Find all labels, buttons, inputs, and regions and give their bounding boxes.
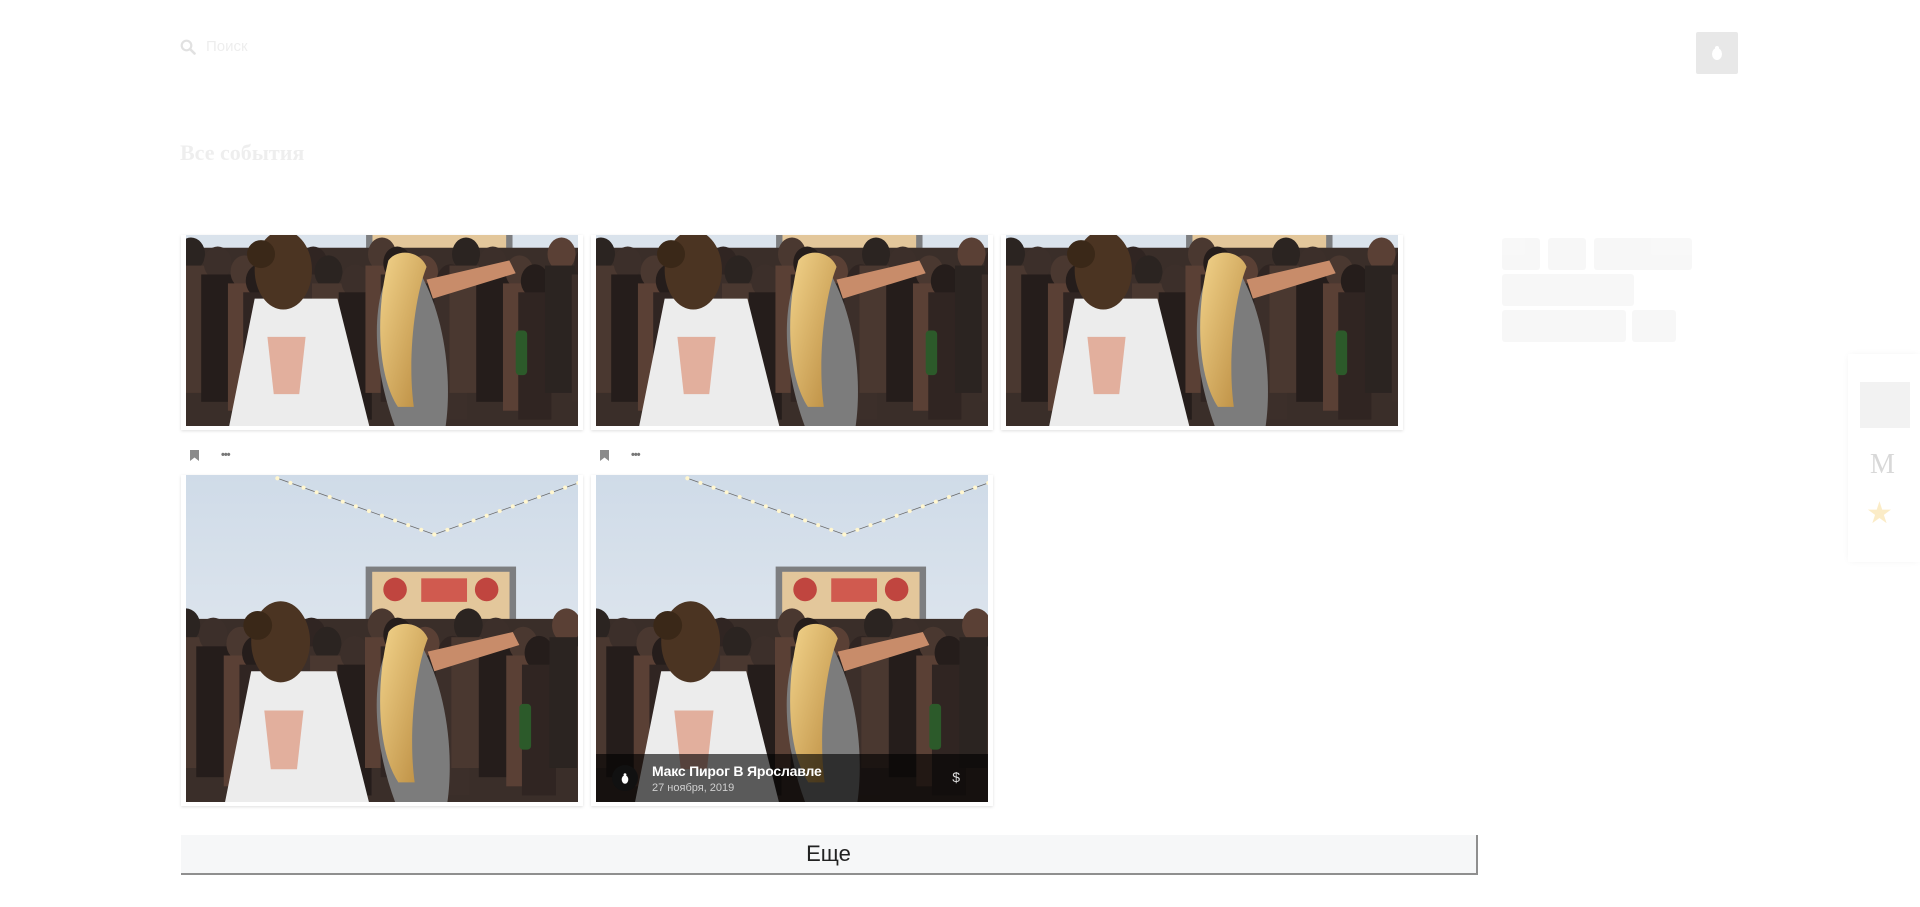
more-options-icon[interactable]: ••• xyxy=(631,449,641,461)
card-actions: ••• xyxy=(190,449,231,461)
event-date: 27 ноября, 2019 xyxy=(652,781,735,794)
bookmark-icon[interactable] xyxy=(600,450,609,461)
tag-chip[interactable] xyxy=(1502,274,1634,306)
event-card-5[interactable]: Макс Пирог В Ярославле 27 ноября, 2019 $ xyxy=(591,475,993,806)
star-icon[interactable]: ★ xyxy=(1866,497,1893,530)
event-image xyxy=(596,475,988,802)
tag-chip[interactable] xyxy=(1594,238,1692,270)
organizer-logo xyxy=(612,765,638,791)
event-card-1[interactable] xyxy=(181,235,583,430)
event-image xyxy=(186,235,578,426)
user-icon xyxy=(621,772,629,784)
price-icon: $ xyxy=(952,769,960,785)
tag-chip[interactable] xyxy=(1502,238,1540,270)
search-bar[interactable] xyxy=(180,38,506,55)
load-more-button[interactable]: Еще xyxy=(181,835,1478,875)
tag-chip[interactable] xyxy=(1632,310,1676,342)
more-options-icon[interactable]: ••• xyxy=(221,449,231,461)
search-icon xyxy=(180,39,196,55)
side-widget: M ★ xyxy=(1848,354,1920,562)
event-image xyxy=(1006,235,1398,426)
event-image xyxy=(596,235,988,426)
user-menu-button[interactable] xyxy=(1696,32,1738,74)
user-icon xyxy=(1712,46,1722,60)
search-input[interactable] xyxy=(206,38,506,55)
page-title: Все события xyxy=(180,140,305,165)
event-card-3[interactable] xyxy=(1001,235,1403,430)
card-actions: ••• xyxy=(600,449,641,461)
event-info-overlay[interactable]: Макс Пирог В Ярославле 27 ноября, 2019 $ xyxy=(596,754,988,802)
event-card-2[interactable] xyxy=(591,235,993,430)
tag-chip[interactable] xyxy=(1502,310,1626,342)
event-title[interactable]: Макс Пирог В Ярославле xyxy=(652,762,822,779)
event-image xyxy=(186,475,578,802)
gmail-icon[interactable]: M xyxy=(1870,449,1895,480)
event-card-4[interactable] xyxy=(181,475,583,806)
tag-chip[interactable] xyxy=(1548,238,1586,270)
widget-block[interactable] xyxy=(1860,382,1910,428)
bookmark-icon[interactable] xyxy=(190,450,199,461)
